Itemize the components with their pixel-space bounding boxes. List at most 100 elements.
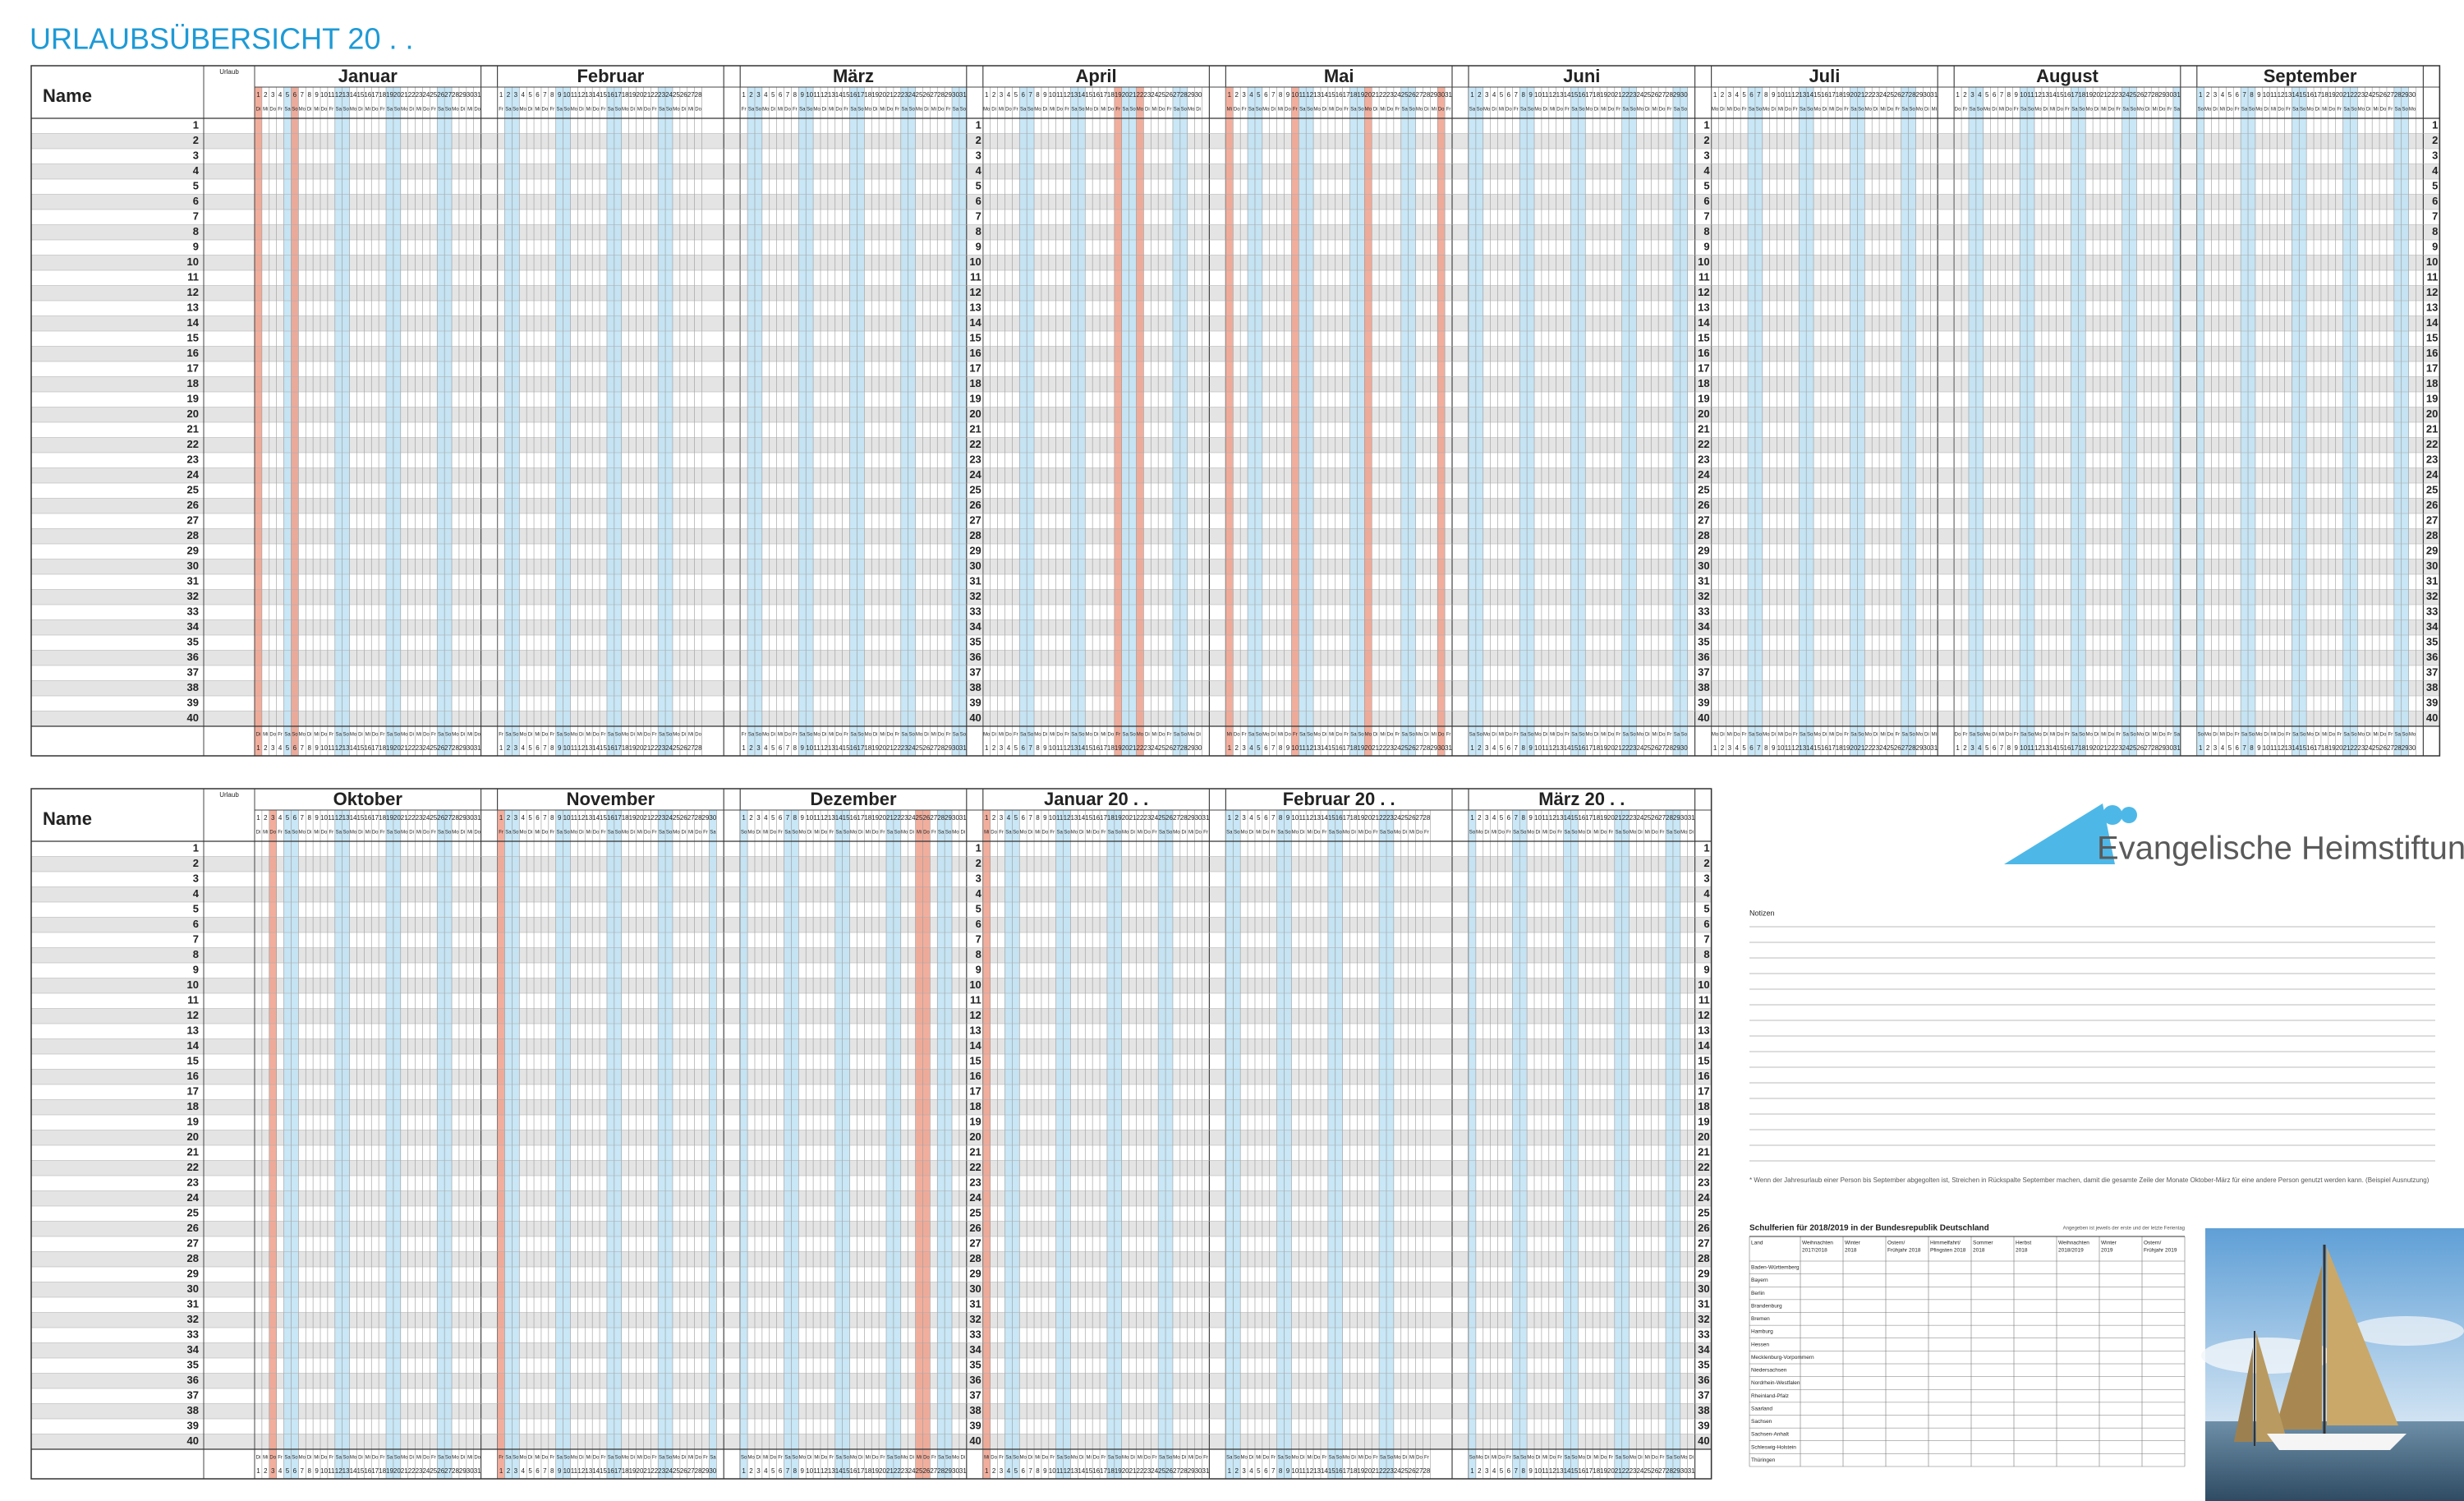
weekend-column xyxy=(1857,87,1865,756)
day-number: 1 xyxy=(256,814,260,822)
row-number: 30 xyxy=(187,1282,199,1295)
weekday: Fr xyxy=(329,733,334,738)
day-number: 17 xyxy=(614,744,622,752)
weekday: Sa xyxy=(1902,108,1909,113)
row-number: 39 xyxy=(969,1420,981,1432)
day-number: 10 xyxy=(563,1467,571,1475)
weekday: Fr xyxy=(1203,1456,1208,1461)
weekday: So xyxy=(741,1456,747,1461)
weekday: Mi xyxy=(1227,733,1232,738)
weekday: Do xyxy=(1955,108,1961,113)
weekday: Di xyxy=(256,733,261,738)
holiday-column xyxy=(922,810,931,1479)
day-number: 25 xyxy=(2372,91,2379,99)
weekday: Mi xyxy=(263,831,268,836)
weekday: Mi xyxy=(1492,1456,1496,1461)
weekday: Fr xyxy=(1271,831,1276,836)
day-number: 4 xyxy=(1007,1467,1011,1475)
day-number: 28 xyxy=(1909,744,1916,752)
weekday: Mo xyxy=(299,733,306,738)
row-number: 14 xyxy=(187,316,200,329)
table-header: 2018/2019 xyxy=(2058,1248,2084,1254)
weekday: Mo xyxy=(901,1456,908,1461)
row-number: 27 xyxy=(1698,514,1709,527)
day-number: 27 xyxy=(1416,1467,1423,1475)
day-number: 25 xyxy=(1887,91,1894,99)
day-number: 27 xyxy=(1173,814,1180,822)
day-number: 31 xyxy=(1930,744,1938,752)
weekday: Sa xyxy=(836,1456,843,1461)
weekday: Sa xyxy=(1380,1456,1386,1461)
day-number: 22 xyxy=(408,1467,416,1475)
day-number: 11 xyxy=(1542,1467,1549,1475)
weekday: Di xyxy=(1424,108,1429,113)
weekday: Mi xyxy=(1380,108,1385,113)
weekday: So xyxy=(2249,733,2255,738)
weekend-column xyxy=(2292,87,2300,756)
weekday: Fr xyxy=(652,108,657,113)
day-number: 11 xyxy=(328,744,335,752)
day-number: 31 xyxy=(959,744,967,752)
row-number: 39 xyxy=(2426,697,2438,709)
weekday: Di xyxy=(858,1456,863,1461)
row-number: 18 xyxy=(2426,377,2438,389)
weekday: So xyxy=(394,733,401,738)
weekday: Mi xyxy=(1432,108,1437,113)
weekday: Mi xyxy=(314,1456,319,1461)
weekday: Sa xyxy=(1469,108,1476,113)
weekday: Sa xyxy=(1571,108,1578,113)
day-number: 5 xyxy=(1257,744,1261,752)
weekday: Di xyxy=(1351,1456,1356,1461)
day-number: 9 xyxy=(801,1467,805,1475)
day-number: 5 xyxy=(1014,1467,1018,1475)
day-number: 18 xyxy=(622,91,629,99)
row-number: 36 xyxy=(1698,1374,1709,1386)
day-number: 19 xyxy=(386,91,393,99)
weekday: Mo xyxy=(1476,1456,1483,1461)
row-number: 24 xyxy=(187,468,200,481)
weekday: Fr xyxy=(1203,831,1208,836)
weekday: Sa xyxy=(2292,108,2299,113)
weekday: Mi xyxy=(1932,733,1937,738)
state-name: Brandenburg xyxy=(1751,1303,1782,1309)
day-number: 9 xyxy=(558,1467,562,1475)
day-number: 25 xyxy=(2130,91,2137,99)
weekday: So xyxy=(1336,1456,1343,1461)
day-number: 3 xyxy=(1485,91,1489,99)
weekday: So xyxy=(1234,831,1240,836)
day-number: 12 xyxy=(1549,91,1556,99)
weekday: Di xyxy=(1771,733,1776,738)
day-number: 15 xyxy=(600,744,607,752)
day-number: 9 xyxy=(315,91,319,99)
day-number: 1 xyxy=(2199,91,2203,99)
day-number: 22 xyxy=(650,814,658,822)
weekday: Do xyxy=(695,831,701,836)
day-number: 25 xyxy=(673,91,680,99)
day-number: 9 xyxy=(315,814,319,822)
weekday: Di xyxy=(1322,108,1327,113)
weekday: Mi xyxy=(365,831,370,836)
weekday: Sa xyxy=(1850,108,1857,113)
weekday: Fr xyxy=(1152,831,1157,836)
weekend-column xyxy=(1027,87,1035,756)
weekday: Mi xyxy=(814,1456,819,1461)
weekday: Fr xyxy=(2235,108,2240,113)
weekday: Di xyxy=(528,1456,533,1461)
day-number: 2 xyxy=(992,814,996,822)
row-number: 10 xyxy=(969,978,981,991)
row-stripe xyxy=(31,315,2440,331)
day-number: 19 xyxy=(629,814,637,822)
day-number: 18 xyxy=(1350,744,1358,752)
day-number: 4 xyxy=(521,91,525,99)
day-number: 29 xyxy=(1673,1467,1680,1475)
day-number: 19 xyxy=(2328,744,2336,752)
day-number: 16 xyxy=(607,91,614,99)
weekday: So xyxy=(1358,733,1364,738)
weekday: So xyxy=(843,831,849,836)
weekday: So xyxy=(1064,831,1070,836)
day-number: 10 xyxy=(806,1467,813,1475)
weekday: Mo xyxy=(1394,1456,1401,1461)
weekday: Sa xyxy=(1020,108,1027,113)
weekend-column xyxy=(806,87,814,756)
day-number: 16 xyxy=(850,1467,857,1475)
